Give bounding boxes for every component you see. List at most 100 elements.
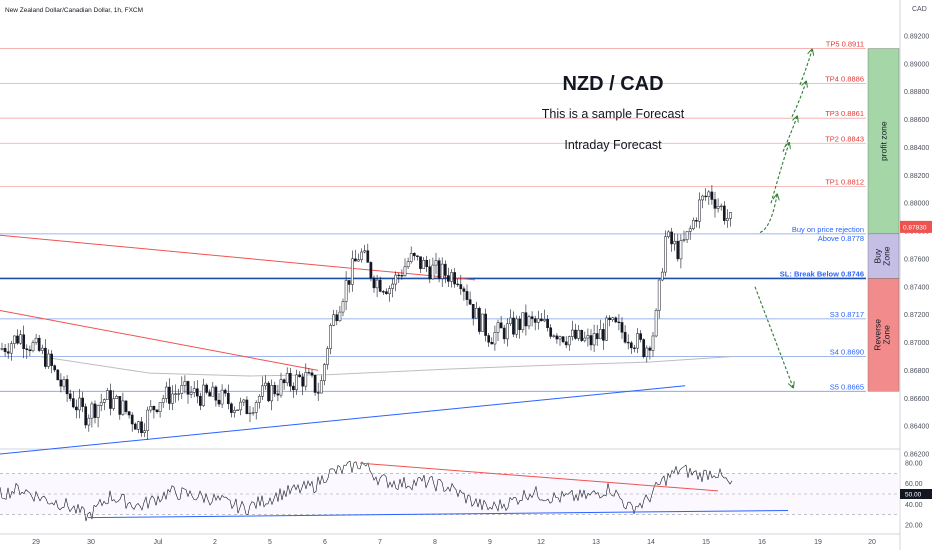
last-price-badge <box>900 220 932 233</box>
candle <box>713 191 717 218</box>
candle <box>561 336 565 344</box>
time-tick-label: 13 <box>592 539 600 546</box>
candle-body <box>313 374 317 393</box>
candle-body <box>660 271 664 281</box>
candle-body <box>428 266 432 280</box>
rsi-blue-trendline[interactable] <box>87 509 789 519</box>
candle <box>654 308 658 338</box>
candle <box>546 315 549 332</box>
headline-title: NZD / CAD <box>562 73 663 95</box>
candle-body <box>481 313 484 332</box>
candle-body <box>425 259 429 268</box>
candle <box>366 243 370 263</box>
headline-subtitle: This is a sample Forecast <box>542 107 685 121</box>
candle <box>552 334 556 338</box>
bullish-forecast-arrow[interactable] <box>759 195 777 233</box>
candle <box>499 315 503 329</box>
bullish-forecast-arrow[interactable] <box>770 143 789 204</box>
rsi-red-trendline[interactable] <box>359 462 719 492</box>
candle <box>316 382 320 401</box>
candle-body <box>298 374 301 378</box>
candle <box>509 309 512 327</box>
candle <box>540 313 543 322</box>
candle-body <box>50 353 53 366</box>
candle <box>326 346 329 370</box>
candle-body <box>567 336 571 346</box>
candle <box>468 291 472 306</box>
candle <box>595 324 599 346</box>
red-trendline[interactable] <box>0 309 319 371</box>
candle <box>695 217 698 228</box>
level-label: TP3 0.8861 <box>825 109 864 118</box>
candle-body <box>230 403 233 413</box>
candle <box>450 269 453 288</box>
candle <box>261 376 264 401</box>
candle-body <box>722 205 726 221</box>
candle <box>530 311 534 327</box>
candle-body <box>223 389 227 394</box>
candle <box>626 334 630 350</box>
candle <box>25 344 29 360</box>
candle <box>78 388 81 419</box>
candle <box>443 260 447 284</box>
candle <box>431 257 435 280</box>
bullish-forecast-arrow[interactable] <box>782 117 797 152</box>
currency-label: CAD <box>912 6 927 13</box>
candle <box>592 324 596 352</box>
bearish-forecast-arrow[interactable] <box>754 286 793 387</box>
candle-body <box>288 373 292 387</box>
bullish-forecast-arrow[interactable] <box>799 50 812 85</box>
candle-body <box>617 321 621 324</box>
candle <box>527 314 531 330</box>
candle <box>50 350 53 374</box>
candle <box>133 422 137 430</box>
candle-body <box>199 395 202 406</box>
candle <box>583 331 587 343</box>
level-note-label: Buy on price rejection <box>792 225 864 234</box>
candle <box>96 404 100 428</box>
candle-body <box>316 392 320 394</box>
candle-body <box>369 262 373 279</box>
candle-body <box>189 392 193 395</box>
blue-trendline[interactable] <box>0 385 686 455</box>
level-label: TP2 0.8843 <box>825 134 864 143</box>
candle <box>310 369 314 378</box>
candle-body <box>564 341 568 346</box>
bullish-forecast-arrow[interactable] <box>791 82 806 118</box>
candle-body <box>133 423 137 430</box>
candle <box>639 330 642 343</box>
candle <box>608 315 611 327</box>
candle <box>90 401 94 428</box>
candle <box>391 279 394 298</box>
candle <box>437 257 441 283</box>
candle <box>273 381 277 398</box>
candle <box>602 323 605 350</box>
candle <box>633 344 636 353</box>
candle-body <box>217 399 221 405</box>
time-tick-label: 5 <box>268 539 272 546</box>
candle <box>344 271 348 311</box>
candle-body <box>329 325 332 349</box>
candle-body <box>499 322 503 329</box>
candle <box>629 340 633 354</box>
candle-body <box>146 409 150 431</box>
candle <box>617 314 621 331</box>
candle-body <box>459 284 463 290</box>
candle-body <box>440 263 444 279</box>
candle <box>416 255 419 261</box>
candle <box>403 258 407 277</box>
candle <box>56 369 60 381</box>
price-tick-label: 0.88800 <box>904 89 929 96</box>
candle-body <box>127 411 131 416</box>
candle-body <box>552 335 556 337</box>
candle <box>276 384 280 402</box>
candle <box>214 385 218 407</box>
candle <box>37 334 41 353</box>
candle-body <box>44 347 47 367</box>
time-tick-label: 30 <box>87 539 95 546</box>
candle <box>279 372 283 398</box>
candle-body <box>729 212 732 219</box>
candle-body <box>9 343 13 354</box>
candle <box>564 336 568 349</box>
